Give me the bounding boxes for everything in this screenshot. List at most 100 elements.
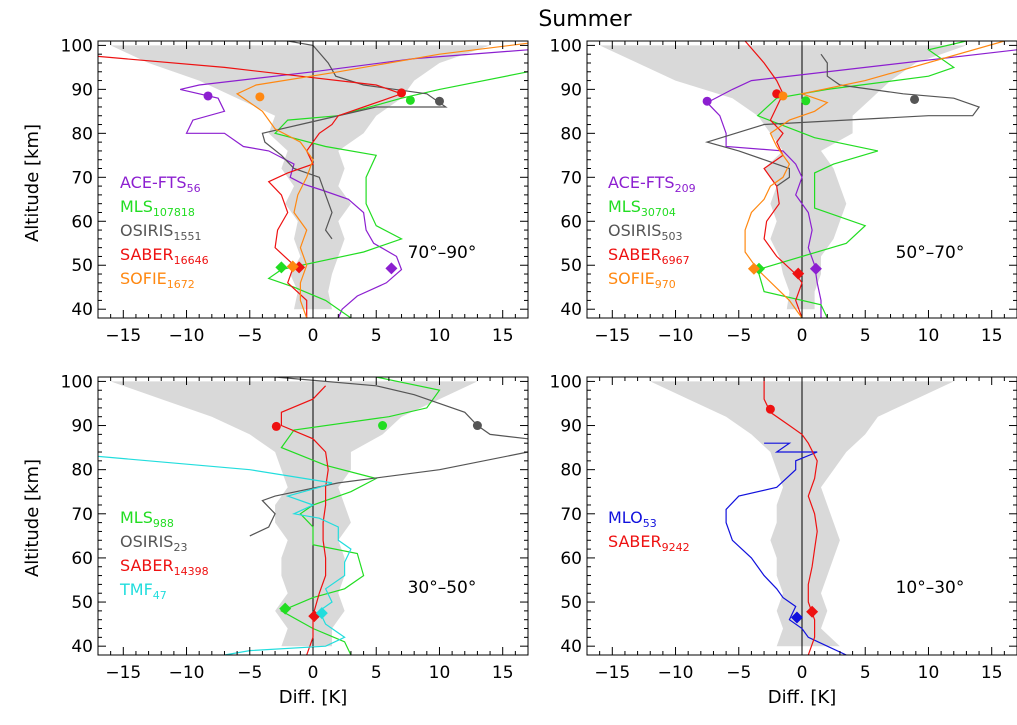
y-tick-label: 70 xyxy=(560,168,582,188)
spread-band xyxy=(110,45,491,310)
series-line-sofie xyxy=(744,41,1005,318)
marker-diamond-mls xyxy=(275,261,288,274)
y-tick-label: 40 xyxy=(71,300,93,320)
series-line-osiris xyxy=(704,53,981,187)
panel-3: −15 −10 −5 0 5 10 15 40 50 60 70 80 90 100 Diff. [K] 30… xyxy=(61,372,529,708)
series-line-sofie xyxy=(235,42,528,318)
y-tick-label: 50 xyxy=(71,256,93,276)
marker-circle-mls xyxy=(405,95,415,105)
legend-entry-tmf: TMF47 xyxy=(119,580,167,602)
legend-entry-osiris: OSIRIS1551 xyxy=(120,221,201,243)
legend-entry-osiris: OSIRIS23 xyxy=(120,532,187,554)
marker-diamond-mlo xyxy=(790,611,803,624)
legend-entry-sofie: SOFIE1672 xyxy=(120,269,195,291)
y-tick-label: 50 xyxy=(560,256,582,276)
marker-circle-mls xyxy=(378,421,388,431)
marker-diamond-ace-fts xyxy=(809,262,822,275)
x-axis-label: Diff. [K] xyxy=(768,687,837,708)
marker-diamond-saber xyxy=(806,605,819,618)
panels: −15 −10 −5 0 5 10 1540506070809010070°–90°ACE-… xyxy=(61,36,1017,708)
x-tick-label: 5 xyxy=(371,326,382,346)
marker-diamond-saber xyxy=(792,267,805,280)
legend-entry-mlo: MLO53 xyxy=(608,508,657,530)
x-tick-label: 10 xyxy=(429,663,451,683)
y-tick-label: 50 xyxy=(560,593,582,613)
y-tick-label: 90 xyxy=(71,80,93,100)
y-tick-label: 60 xyxy=(71,212,93,232)
marker-circle-osiris xyxy=(472,421,482,431)
x-tick-label: −15 xyxy=(594,663,630,683)
series-line-saber xyxy=(763,377,818,655)
y-tick-label: 40 xyxy=(560,300,582,320)
marker-circle-saber xyxy=(397,88,407,98)
panel-1: −15 −10 −5 0 5 10 15 40 50 60 70 80 90 100 70°–90° ACE-… xyxy=(61,36,529,346)
marker-circle-saber xyxy=(271,421,281,431)
y-tick-label: 100 xyxy=(550,372,582,392)
legend-entry-sofie: SOFIE970 xyxy=(608,269,676,291)
y-tick-label: 100 xyxy=(61,372,93,392)
marker-circle-sofie xyxy=(778,91,788,101)
y-tick-label: 90 xyxy=(71,417,93,437)
x-tick-label: 10 xyxy=(918,326,940,346)
x-tick-label: 0 xyxy=(308,326,319,346)
marker-diamond-sofie xyxy=(286,260,299,273)
legend-entry-mls: MLS30704 xyxy=(608,197,676,219)
series-line-osiris xyxy=(275,377,528,440)
x-tick-label: −5 xyxy=(237,326,262,346)
y-tick-label: 40 xyxy=(560,637,582,657)
plot-area xyxy=(599,41,1017,318)
y-tick-label: 90 xyxy=(560,417,582,437)
y-tick-label: 100 xyxy=(550,36,582,56)
marker-circle-mls xyxy=(801,96,811,106)
plot-area xyxy=(98,41,528,318)
legend-entry-ace-fts: ACE-FTS56 xyxy=(120,173,201,195)
x-tick-label: 15 xyxy=(492,326,514,346)
y-tick-label: 100 xyxy=(61,36,93,56)
y-tick-label: 60 xyxy=(560,549,582,569)
y-tick-label: 80 xyxy=(560,461,582,481)
y-tick-label: 90 xyxy=(560,80,582,100)
x-tick-label: 0 xyxy=(797,326,808,346)
marker-diamond-sofie xyxy=(747,262,760,275)
x-tick-label: 5 xyxy=(860,663,871,683)
region-label: 30°–50° xyxy=(408,578,477,598)
legend-entry-saber: SABER9242 xyxy=(608,532,690,554)
x-tick-label: 15 xyxy=(981,326,1003,346)
marker-circle-osiris xyxy=(910,94,920,104)
marker-circle-ace-fts xyxy=(203,91,213,101)
series-line-tmf xyxy=(98,455,352,655)
series-line-osiris xyxy=(261,41,448,240)
x-tick-label: 10 xyxy=(918,663,940,683)
series-line-saber xyxy=(98,55,404,318)
series-line-ace-fts xyxy=(180,49,528,318)
x-tick-label: −5 xyxy=(726,663,751,683)
series-line-saber xyxy=(280,385,329,655)
x-tick-label: 5 xyxy=(371,663,382,683)
y-tick-label: 70 xyxy=(71,168,93,188)
x-tick-label: −15 xyxy=(105,326,141,346)
legend-entry-saber: SABER6967 xyxy=(608,245,690,267)
y-tick-label: 40 xyxy=(71,637,93,657)
x-tick-label: −10 xyxy=(658,326,694,346)
legend-entry-mls: MLS988 xyxy=(120,508,174,530)
plot-area xyxy=(98,377,528,655)
y-tick-label: 80 xyxy=(71,124,93,144)
marker-circle-osiris xyxy=(434,96,444,106)
marker-circle-sofie xyxy=(255,92,265,102)
legend-entry-saber: SABER16646 xyxy=(120,245,209,267)
series-line-mls xyxy=(280,377,441,655)
marker-diamond-ace-fts xyxy=(385,262,398,275)
x-tick-label: 0 xyxy=(308,663,319,683)
marker-diamond-mls xyxy=(279,602,292,615)
plot-area xyxy=(650,377,954,655)
x-axis-label: Diff. [K] xyxy=(279,687,348,708)
y-tick-label: 70 xyxy=(71,505,93,525)
figure-title: Summer xyxy=(538,7,632,32)
legend-entry-mls: MLS107818 xyxy=(120,197,195,219)
x-tick-label: 15 xyxy=(981,663,1003,683)
y-tick-label: 60 xyxy=(560,212,582,232)
panel-4: −15 −10 −5 0 5 10 15 40 50 60 70 80 90 100 Diff. [K] 10… xyxy=(550,372,1017,708)
legend-entry-osiris: OSIRIS503 xyxy=(608,221,682,243)
region-label: 10°–30° xyxy=(896,578,965,598)
